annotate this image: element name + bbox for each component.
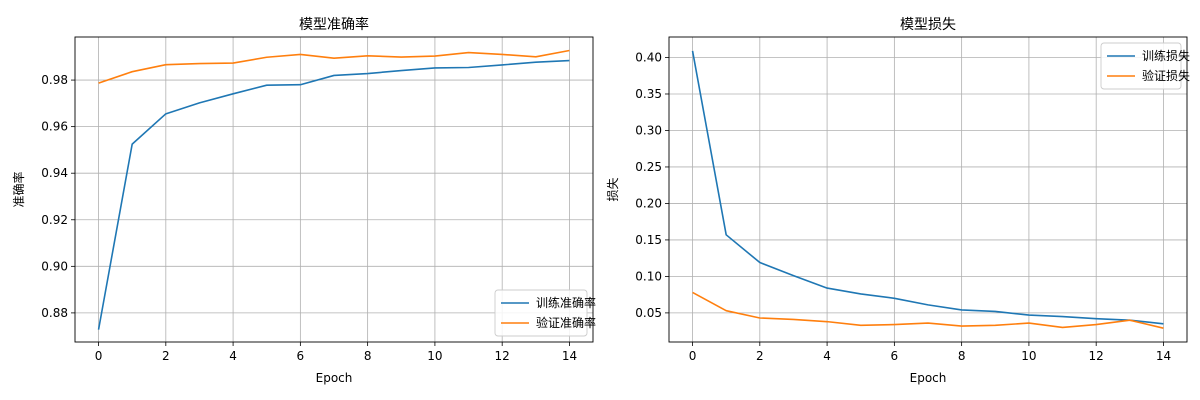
x-tick-label: 14 xyxy=(1156,349,1171,363)
y-tick-label: 0.88 xyxy=(41,306,68,320)
y-tick-label: 0.94 xyxy=(41,166,68,180)
x-axis-label: Epoch xyxy=(316,371,353,385)
x-tick-label: 0 xyxy=(95,349,103,363)
accuracy-chart: 0 2 4 6 8 10 12 14 0.88 0.90 0.92 0.94 0.96 0.98 模型准确率… xyxy=(11,16,596,385)
x-tick-label: 12 xyxy=(495,349,510,363)
x-tick-label: 0 xyxy=(689,349,697,363)
y-tick-label: 0.98 xyxy=(41,73,68,87)
x-tick-label: 4 xyxy=(229,349,237,363)
x-tick-label: 6 xyxy=(297,349,305,363)
legend-label-1: 验证损失 xyxy=(1142,68,1190,83)
y-tick-label: 0.96 xyxy=(41,120,68,134)
axes-frame xyxy=(668,36,1188,343)
x-tick-label: 10 xyxy=(1021,349,1036,363)
y-axis-label: 准确率 xyxy=(11,171,26,207)
legend-label-1: 验证准确率 xyxy=(536,315,596,330)
series-line-1 xyxy=(692,291,1164,329)
x-tick-label: 12 xyxy=(1089,349,1104,363)
y-tick-label: 0.92 xyxy=(41,213,68,227)
y-tick-label: 0.15 xyxy=(635,233,662,247)
y-tick-label: 0.30 xyxy=(635,123,662,137)
axes-frame xyxy=(74,36,594,343)
y-tick-label: 0.10 xyxy=(635,269,662,283)
loss-chart: 0 2 4 6 8 10 12 14 0.05 0.10 0.15 0.20 0.25 0.30 0.35 0… xyxy=(605,17,1190,385)
x-tick-label: 2 xyxy=(756,349,764,363)
series-line-0 xyxy=(97,59,570,330)
x-tick-label: 8 xyxy=(958,349,966,363)
x-tick-label: 10 xyxy=(427,349,442,363)
chart-title: 模型损失 xyxy=(900,17,956,33)
series-line-1 xyxy=(98,49,570,84)
chart-title: 模型准确率 xyxy=(299,16,369,33)
legend-label-0: 训练准确率 xyxy=(536,295,596,310)
y-tick-label: 0.90 xyxy=(41,259,68,273)
y-tick-label: 0.35 xyxy=(635,87,662,101)
series-line-0 xyxy=(691,50,1164,325)
x-tick-label: 8 xyxy=(364,349,372,363)
x-tick-label: 6 xyxy=(891,349,899,363)
legend-box xyxy=(494,289,588,337)
y-tick-label: 0.40 xyxy=(635,51,662,65)
y-tick-label: 0.20 xyxy=(635,196,662,210)
legend-label-0: 训练损失 xyxy=(1142,48,1190,63)
x-axis-label: Epoch xyxy=(910,371,947,385)
legend-box xyxy=(1100,42,1182,90)
y-tick-label: 0.05 xyxy=(635,306,662,320)
x-tick-label: 4 xyxy=(823,349,831,363)
y-axis-label: 损失 xyxy=(605,177,620,201)
x-tick-label: 14 xyxy=(562,349,577,363)
y-tick-label: 0.25 xyxy=(635,160,662,174)
x-tick-label: 2 xyxy=(162,349,170,363)
